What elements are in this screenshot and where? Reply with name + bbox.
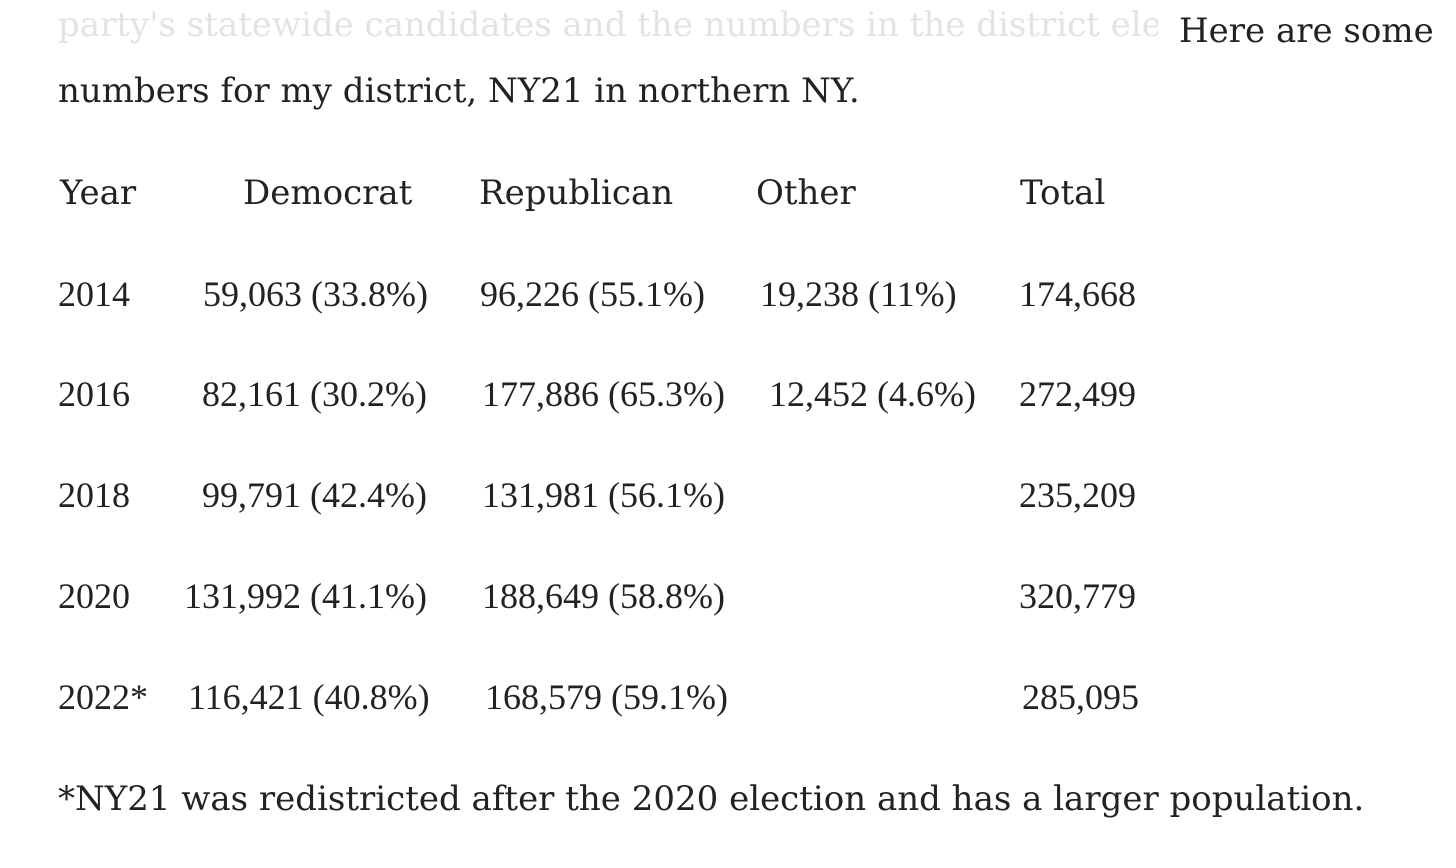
cell-democrat: 116,421 (40.8%)	[188, 677, 430, 717]
table-row-2022: 2022* 116,421 (40.8%) 168,579 (59.1%) 28…	[0, 679, 1456, 723]
cell-year: 2018	[58, 475, 130, 515]
header-total: Total	[1020, 173, 1106, 213]
cell-republican: 168,579 (59.1%)	[485, 677, 728, 717]
header-other: Other	[756, 173, 856, 213]
cell-total: 285,095	[1022, 677, 1139, 717]
cell-other: 12,452 (4.6%)	[769, 374, 976, 414]
faded-previous-text: party's statewide candidates and the num…	[58, 8, 1158, 44]
table-row-2020: 2020 131,992 (41.1%) 188,649 (58.8%) 320…	[0, 578, 1456, 622]
cell-total: 174,668	[1019, 274, 1136, 314]
table-row-2018: 2018 99,791 (42.4%) 131,981 (56.1%) 235,…	[0, 477, 1456, 521]
cell-year: 2014	[58, 274, 130, 314]
cell-democrat: 131,992 (41.1%)	[184, 576, 427, 616]
cell-republican: 96,226 (55.1%)	[480, 274, 705, 314]
header-republican: Republican	[479, 173, 674, 213]
cell-year: 2020	[58, 576, 130, 616]
cell-republican: 131,981 (56.1%)	[482, 475, 725, 515]
cell-year: 2016	[58, 374, 130, 414]
intro-line-end: Here are some	[1179, 11, 1434, 51]
cell-other: 19,238 (11%)	[760, 274, 957, 314]
footnote: *NY21 was redistricted after the 2020 el…	[58, 779, 1365, 819]
cell-democrat: 82,161 (30.2%)	[202, 374, 427, 414]
header-year: Year	[60, 173, 137, 213]
cell-democrat: 59,063 (33.8%)	[203, 274, 428, 314]
table-row-2014: 2014 59,063 (33.8%) 96,226 (55.1%) 19,23…	[0, 276, 1456, 320]
table-row-2016: 2016 82,161 (30.2%) 177,886 (65.3%) 12,4…	[0, 376, 1456, 420]
table-header-row: Year Democrat Republican Other Total	[0, 176, 1456, 220]
cell-republican: 188,649 (58.8%)	[482, 576, 725, 616]
cell-total: 272,499	[1019, 374, 1136, 414]
header-democrat: Democrat	[243, 173, 413, 213]
cell-democrat: 99,791 (42.4%)	[202, 475, 427, 515]
cell-total: 320,779	[1019, 576, 1136, 616]
cell-year: 2022*	[58, 677, 148, 717]
intro-line: numbers for my district, NY21 in norther…	[58, 71, 860, 111]
cell-total: 235,209	[1019, 475, 1136, 515]
cell-republican: 177,886 (65.3%)	[482, 374, 725, 414]
